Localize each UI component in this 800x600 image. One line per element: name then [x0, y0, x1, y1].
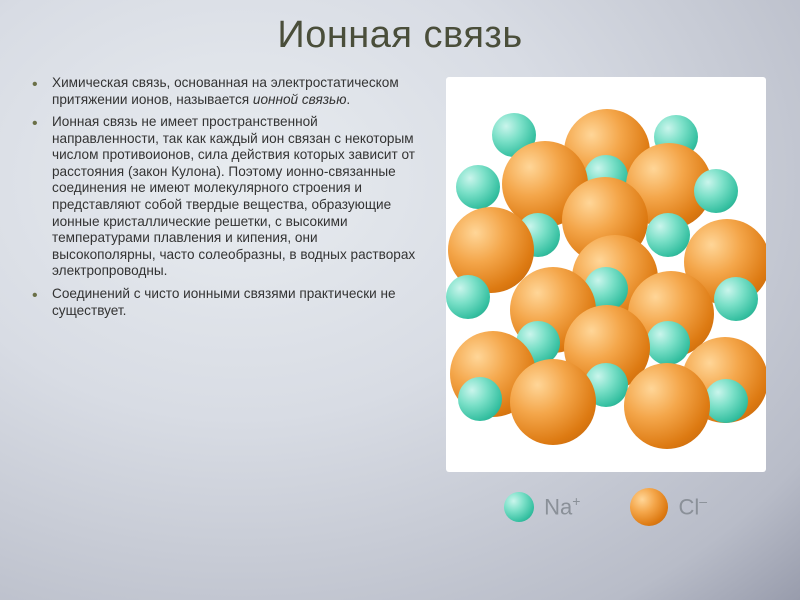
- sodium-ion-icon: [504, 492, 534, 522]
- na-ion-sphere: [714, 277, 758, 321]
- na-ion-sphere: [446, 275, 490, 319]
- legend-na-label: Na+: [544, 493, 580, 520]
- text-column: Химическая связь, основанная на электрос…: [30, 71, 423, 571]
- bullet-list: Химическая связь, основанная на электрос…: [30, 75, 423, 319]
- cl-ion-sphere: [624, 363, 710, 449]
- bullet-item: Соединений с чисто ионными связями практ…: [48, 286, 423, 319]
- image-column: Na+ Cl–: [441, 71, 770, 571]
- legend-cl: Cl–: [630, 488, 707, 526]
- chloride-ion-icon: [630, 488, 668, 526]
- legend-cl-label: Cl–: [678, 493, 707, 520]
- legend-na: Na+: [504, 492, 580, 522]
- legend: Na+ Cl–: [504, 488, 707, 526]
- bullet-item: Химическая связь, основанная на электрос…: [48, 75, 423, 108]
- na-ion-sphere: [694, 169, 738, 213]
- content-row: Химическая связь, основанная на электрос…: [30, 71, 770, 571]
- lattice-image: [446, 77, 766, 472]
- cl-ion-sphere: [510, 359, 596, 445]
- na-ion-sphere: [458, 377, 502, 421]
- na-ion-sphere: [456, 165, 500, 209]
- slide-title: Ионная связь: [30, 14, 770, 57]
- slide: Ионная связь Химическая связь, основанна…: [0, 0, 800, 600]
- na-ion-sphere: [646, 321, 690, 365]
- na-ion-sphere: [646, 213, 690, 257]
- bullet-item: Ионная связь не имеет пространственной н…: [48, 114, 423, 280]
- na-ion-sphere: [704, 379, 748, 423]
- lattice-nodes: [456, 115, 756, 435]
